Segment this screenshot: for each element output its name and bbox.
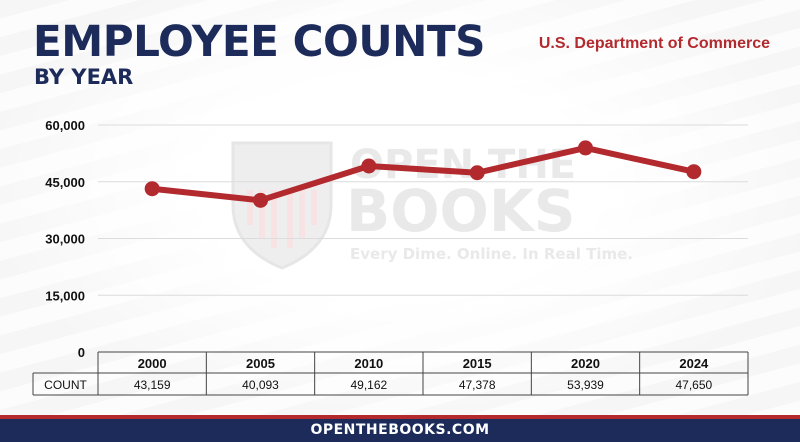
background xyxy=(0,0,800,415)
y-tick-label: 0 xyxy=(78,345,85,360)
data-value-label: 47,650 xyxy=(675,378,712,392)
agency-label: U.S. Department of Commerce xyxy=(538,35,770,52)
y-tick-label: 30,000 xyxy=(45,232,85,247)
page-subtitle: BY YEAR xyxy=(34,65,134,89)
employee-count-line xyxy=(149,144,697,204)
watermark-line2: BOOKS xyxy=(346,177,576,245)
watermark-tagline: Every Dime. Online. In Real Time. xyxy=(350,245,633,263)
series-line xyxy=(144,140,702,208)
data-point[interactable] xyxy=(469,165,485,181)
data-point[interactable] xyxy=(578,140,593,156)
y-axis: 0 15,000 30,000 45,000 60,000 xyxy=(45,118,85,360)
x-category-label: 2010 xyxy=(354,356,383,371)
footer-site-link[interactable]: OPENTHEBOOKS.COM xyxy=(310,422,490,438)
data-point[interactable] xyxy=(144,181,160,197)
watermark-logo: OPEN THE BOOKS Every Dime. Online. In Re… xyxy=(231,141,633,270)
data-point[interactable] xyxy=(686,164,702,180)
grid-lines xyxy=(98,124,748,296)
employee-count-chart: OPEN THE BOOKS Every Dime. Online. In Re… xyxy=(32,118,749,396)
watermark-shield-icon xyxy=(231,141,333,270)
footer-bar: OPENTHEBOOKS.COM xyxy=(0,415,800,442)
data-point[interactable] xyxy=(361,158,377,174)
data-value-label: 40,093 xyxy=(242,378,279,392)
data-value-label: 53,939 xyxy=(567,378,604,392)
data-value-label: 43,159 xyxy=(134,378,171,392)
x-category-label: 2005 xyxy=(246,356,275,371)
data-value-label: 47,378 xyxy=(459,378,496,392)
x-category-label: 2000 xyxy=(138,356,167,371)
page-title: EMPLOYEE COUNTS xyxy=(33,17,486,67)
data-value-label: 49,162 xyxy=(350,378,387,392)
data-point[interactable] xyxy=(253,192,268,208)
y-tick-label: 45,000 xyxy=(45,175,85,190)
y-tick-label: 15,000 xyxy=(45,288,85,303)
y-tick-label: 60,000 xyxy=(45,118,85,133)
x-category-label: 2020 xyxy=(571,356,600,371)
x-category-label: 2015 xyxy=(463,356,492,371)
table-row-label: COUNT xyxy=(44,378,87,392)
x-category-label: 2024 xyxy=(679,356,709,371)
data-table: COUNT 2000 43,159 2005 40,093 2010 49,162 2015 4… xyxy=(32,351,749,396)
watermark-shield-stripes xyxy=(247,190,317,248)
